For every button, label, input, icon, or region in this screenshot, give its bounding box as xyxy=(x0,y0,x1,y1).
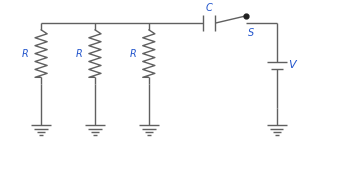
Text: S: S xyxy=(248,28,254,38)
Text: C: C xyxy=(206,3,213,13)
Text: V: V xyxy=(289,60,296,70)
Text: R: R xyxy=(129,49,136,59)
Text: R: R xyxy=(75,49,82,59)
Text: R: R xyxy=(22,49,28,59)
